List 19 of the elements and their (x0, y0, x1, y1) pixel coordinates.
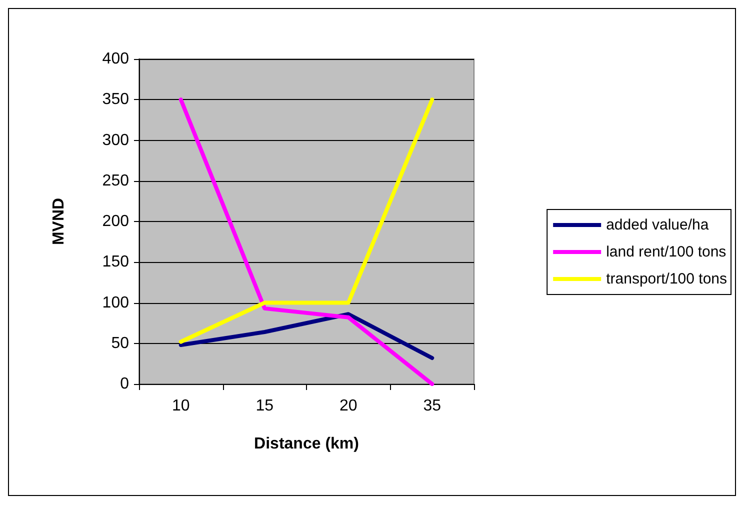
x-tick-label: 35 (423, 398, 442, 414)
x-tick-label: 20 (339, 398, 358, 414)
y-axis-title: MVND (50, 198, 68, 246)
x-tick-label: 15 (256, 398, 274, 414)
y-tick-label: 400 (102, 50, 130, 68)
legend-label: added value/ha (606, 216, 710, 234)
x-tick-label: 10 (172, 398, 190, 414)
x-axis-title: Distance (km) (254, 436, 359, 452)
y-tick-label: 100 (102, 294, 130, 312)
y-tick-label: 0 (120, 376, 130, 392)
legend-label: transport/100 tons (606, 270, 728, 288)
y-tick-label: 250 (102, 172, 130, 190)
line-series (178, 312, 434, 360)
y-tick-label: 350 (102, 91, 130, 108)
y-tick-label: 50 (111, 334, 130, 352)
y-tick-label: 200 (102, 213, 130, 230)
y-tick-label: 300 (102, 132, 130, 149)
legend-label: land rent/100 tons (606, 244, 726, 260)
y-tick-label: 150 (102, 254, 130, 271)
